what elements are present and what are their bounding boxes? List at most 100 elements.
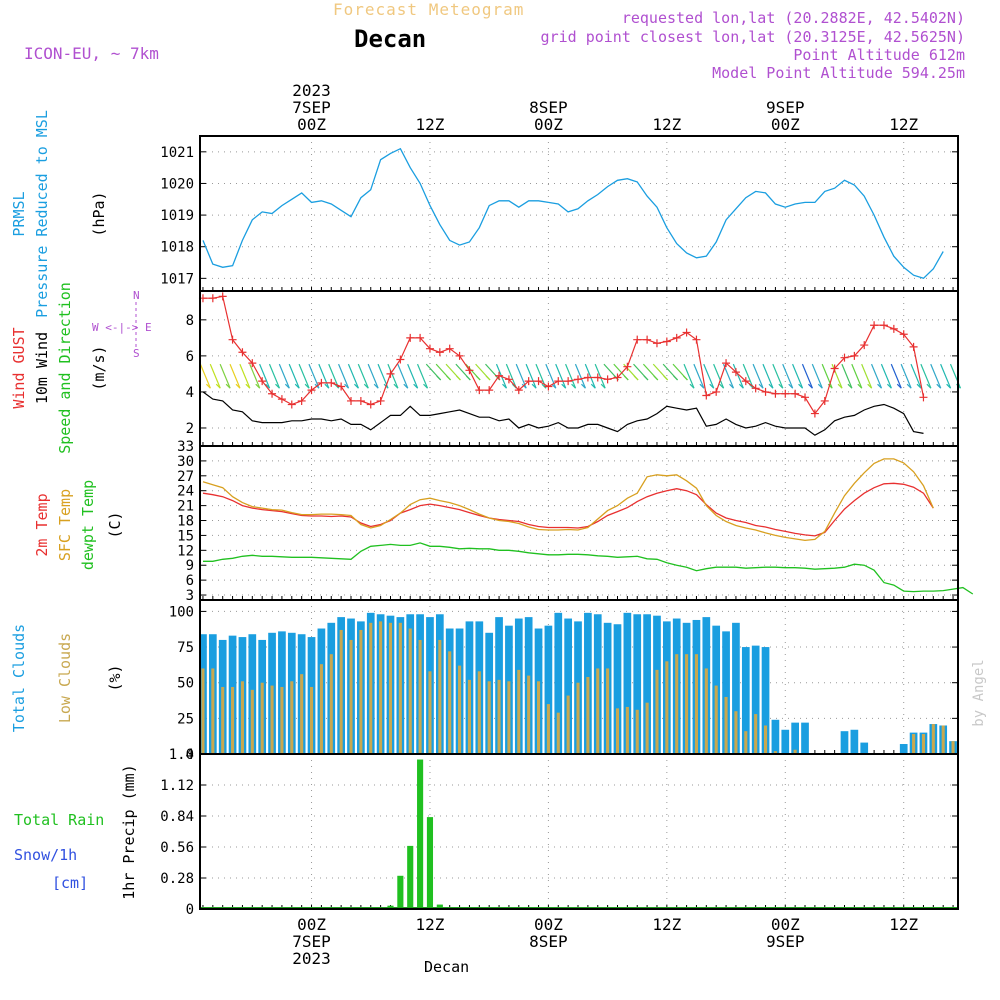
y-tick-label: 1017 [160,271,194,287]
wind-arrow-head [926,383,932,389]
gust-marker [593,373,602,382]
gust-line [203,295,925,415]
temp-2m-line [202,482,934,537]
total-cloud-bar [544,625,553,754]
snow-label: Snow/1h [14,846,77,864]
gust-marker [495,371,504,380]
low-cloud-bar [724,696,728,754]
low-cloud-bar [290,681,294,754]
pressure-label-name: Pressure Reduced to MSL [33,110,51,318]
gust-marker [564,377,573,386]
gust-marker [218,292,227,301]
wind-arrow [722,363,735,389]
wind-arrow [574,363,586,389]
wind-arrow [831,363,843,389]
gust-marker [376,396,385,405]
top-time-label: 00Z [534,115,563,134]
low-cloud-bar [250,689,254,754]
top-time-label: 00Z [297,115,326,134]
low-cloud-bar [744,731,748,754]
wind-arrow-head [877,383,882,389]
clouds-panel: 0 25 50 75 100 [169,600,958,763]
gust-marker [781,389,790,398]
wind-arrow-head [571,383,576,389]
top-time-label: 12Z [652,115,681,134]
low-cloud-bar [763,725,768,754]
wind-arrow-head [436,375,442,381]
wind-arrow [505,363,517,389]
wind-arrow-head [403,383,409,389]
bottom-time-label: 12Z [416,915,445,934]
top-time-label: 8SEP [529,98,568,117]
gust-marker [238,348,247,357]
low-cloud-bar [546,704,550,754]
wind-arrow [910,363,922,389]
low-cloud-bar [754,714,758,754]
gust-marker [731,368,740,377]
top-time-label: 2023 [292,81,331,100]
wind-arrow [278,363,290,389]
top-title: Forecast Meteogram [333,0,525,19]
wind-speed-line [202,391,924,436]
y-tick-label: 33 [177,439,194,455]
wind-arrow [525,363,537,389]
rain-bar [436,904,443,909]
wind-arrow-head [719,383,725,389]
y-tick-label: 50 [177,676,194,692]
y-tick-label: 0.28 [160,871,194,887]
low-cloud-bar [714,685,718,754]
y-tick-label: 27 [177,469,194,485]
low-cloud-bar [566,695,570,754]
temp-unit: (C) [106,511,124,538]
wind-arrow-head [423,383,428,389]
total-cloud-bar [801,722,809,754]
low-cloud-bar [438,639,442,754]
wind-arrow [407,363,419,389]
wind-arrow-head [936,383,942,389]
pressure-line [202,147,944,280]
clouds-unit: (%) [106,664,124,691]
low-cloud-bar [329,654,333,754]
total-cloud-bar [732,622,740,754]
low-cloud-bar [349,639,353,754]
bottom-time-label: 00Z [771,915,800,934]
wind-arrow-head [363,383,369,389]
low-cloud-bar [309,686,314,754]
wind-arrow [861,363,873,389]
total-clouds-label: Total Clouds [10,624,28,732]
precip-panel: 0 0.28 0.56 0.84 1.12 1.4 [160,747,958,918]
wind-arrow-head [778,383,784,389]
low-cloud-bar [675,654,679,754]
low-cloud-bar [201,668,205,754]
wind-arrow-head [768,383,774,389]
wind-arrow [762,363,774,389]
low-cloud-bars [201,621,955,754]
wind-arrow [584,363,596,389]
wind-arrow-head [255,383,261,389]
wind-arrow-head [561,383,567,389]
wind-arrow [900,363,912,389]
gust-marker [475,386,484,395]
gust-marker [268,389,277,398]
low-cloud-bar [388,622,393,754]
wind-arrow [229,363,241,389]
wind-arrow-head [867,383,873,389]
wind-direction-arrows [199,363,962,389]
gust-marker [879,321,888,330]
wind-arrow [693,363,705,389]
wind-arrow [338,363,350,389]
low-cloud-bar [615,708,620,754]
model-altitude: Model Point Altitude 594.25m [712,64,965,82]
wind-arrow-head [245,383,251,389]
gust-marker [919,393,928,402]
y-tick-label: 1020 [160,176,194,192]
wind-unit: (m/s) [90,345,108,390]
rain-bars [387,759,443,909]
total-cloud-bar [761,647,770,754]
wind-arrow-head [916,383,922,389]
gust-marker [248,359,257,368]
wind-arrow-head [455,375,461,381]
wind-arrow-head [304,383,310,389]
low-cloud-bar [428,671,432,754]
